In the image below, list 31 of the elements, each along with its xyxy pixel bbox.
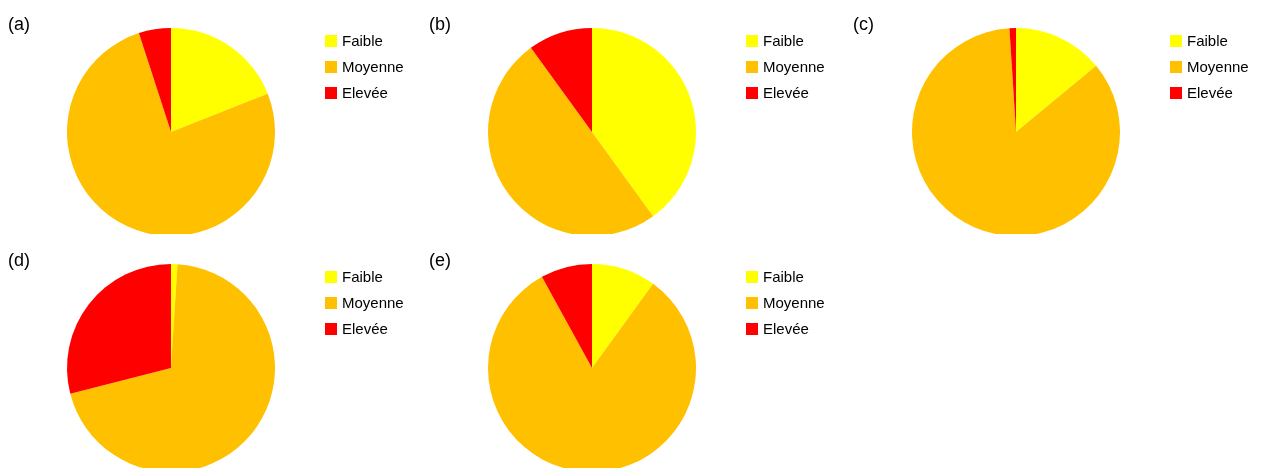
legend-label: Moyenne bbox=[763, 293, 825, 313]
pie-slice bbox=[138, 28, 171, 132]
legend-label: Faible bbox=[763, 267, 804, 287]
chart-title: (b) bbox=[429, 14, 451, 35]
pie-slice bbox=[541, 264, 592, 368]
legend-label: Elevée bbox=[763, 319, 809, 339]
chart-title: (c) bbox=[853, 14, 874, 35]
pie-slice bbox=[592, 264, 654, 368]
legend-label: Moyenne bbox=[342, 293, 404, 313]
chart-title: (a) bbox=[8, 14, 30, 35]
chart-title: (d) bbox=[8, 250, 30, 271]
pie-slice bbox=[67, 33, 275, 234]
legend-label: Faible bbox=[342, 267, 383, 287]
legend-label: Faible bbox=[342, 31, 383, 51]
legend-label: Moyenne bbox=[763, 57, 825, 77]
pie-slice bbox=[1016, 28, 1097, 132]
pie-slice bbox=[488, 47, 654, 234]
legend-label: Faible bbox=[1187, 31, 1228, 51]
legend-label: Elevée bbox=[342, 319, 388, 339]
pie-slice bbox=[530, 28, 592, 132]
chart-title: (e) bbox=[429, 250, 451, 271]
legend-label: Elevée bbox=[763, 83, 809, 103]
legend-label: Moyenne bbox=[1187, 57, 1249, 77]
pie-slice bbox=[171, 28, 268, 132]
pie-slice bbox=[592, 28, 696, 217]
legend-label: Elevée bbox=[342, 83, 388, 103]
legend-label: Elevée bbox=[1187, 83, 1233, 103]
pie-slice bbox=[67, 264, 171, 394]
pie-slice bbox=[912, 28, 1120, 234]
legend-label: Moyenne bbox=[342, 57, 404, 77]
legend-label: Faible bbox=[763, 31, 804, 51]
